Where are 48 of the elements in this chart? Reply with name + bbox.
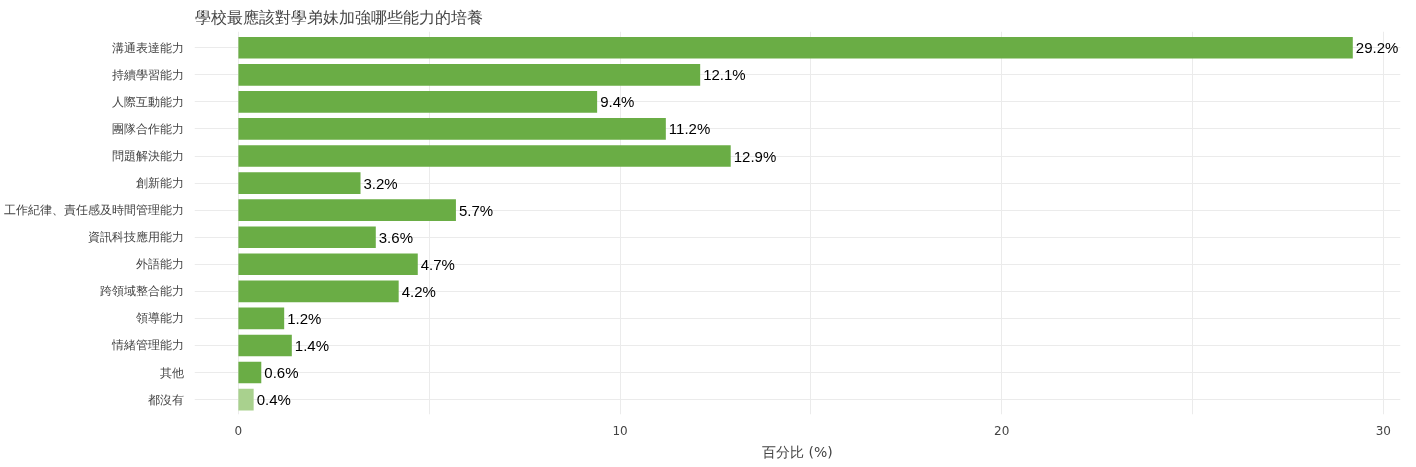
bar xyxy=(238,388,254,411)
x-tick-label: 0 xyxy=(234,423,243,438)
bar xyxy=(238,118,666,140)
y-tick-label: 溝通表達能力 xyxy=(111,40,184,55)
bar xyxy=(238,280,399,303)
data-label: 4.2% xyxy=(401,282,436,300)
bar xyxy=(238,145,731,167)
y-tick-label: 其他 xyxy=(159,365,184,380)
y-tick-label: 人際互動能力 xyxy=(111,94,184,109)
y-tick-label: 持續學習能力 xyxy=(111,67,184,82)
bar xyxy=(238,307,285,330)
y-tick-label: 工作紀律、責任感及時間管理能力 xyxy=(3,203,184,218)
y-tick-label: 情緒管理能力 xyxy=(110,338,184,353)
bar xyxy=(238,226,376,249)
bar xyxy=(238,199,456,221)
data-label: 0.6% xyxy=(264,364,299,382)
bar xyxy=(238,36,1353,59)
bar xyxy=(238,63,701,86)
y-tick-label: 跨領域整合能力 xyxy=(99,284,184,299)
data-label: 3.6% xyxy=(378,228,413,246)
y-tick-label: 資訊科技應用能力 xyxy=(87,230,184,245)
data-label: 29.2% xyxy=(1355,39,1399,57)
data-label: 1.4% xyxy=(294,336,330,354)
data-label: 1.2% xyxy=(287,309,322,327)
bar xyxy=(238,172,361,194)
bar xyxy=(238,334,292,357)
chart-title: 學校最應該對學弟妹加強哪些能力的培養 xyxy=(194,7,483,27)
data-label: 3.2% xyxy=(363,174,398,192)
data-label: 4.7% xyxy=(420,255,455,273)
y-tick-label: 都沒有 xyxy=(147,392,184,407)
data-label: 12.9% xyxy=(733,147,777,165)
y-tick-label: 團隊合作能力 xyxy=(111,121,184,136)
y-tick-label: 外語能力 xyxy=(135,257,184,272)
bar xyxy=(238,253,418,276)
y-tick-label: 創新能力 xyxy=(135,176,184,191)
data-label: 12.1% xyxy=(703,66,746,84)
bar xyxy=(238,91,598,113)
y-tick-label: 領導能力 xyxy=(135,311,184,326)
data-label: 5.7% xyxy=(458,201,494,219)
x-tick-label: 30 xyxy=(1375,423,1391,438)
data-label: 11.2% xyxy=(668,120,711,138)
data-label: 9.4% xyxy=(600,93,635,111)
data-label: 0.4% xyxy=(256,391,291,409)
y-tick-label: 問題解決能力 xyxy=(111,149,184,164)
x-tick-label: 20 xyxy=(994,423,1010,438)
x-axis-title: 百分比 (%) xyxy=(762,443,833,460)
bar xyxy=(238,361,262,384)
x-tick-label: 10 xyxy=(612,423,628,438)
